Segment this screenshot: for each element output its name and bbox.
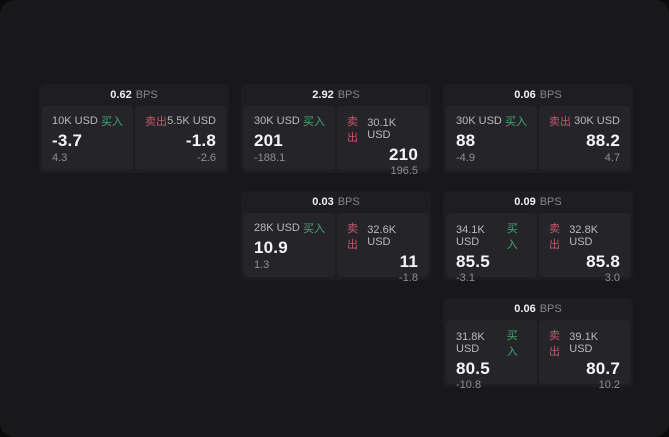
bps-header: 0.06 BPS	[443, 84, 633, 106]
bps-unit-label: BPS	[337, 196, 360, 208]
buy-amount: 34.1K USD	[456, 224, 485, 248]
sell-price: 85.8	[586, 252, 620, 271]
bps-value: 0.06	[514, 89, 536, 101]
sell-amount: 32.6K USD	[367, 224, 397, 248]
sell-side-label: 卖出	[549, 223, 560, 251]
sell-price: 11	[399, 252, 418, 271]
buy-price: 10.9	[254, 237, 288, 257]
buy-quote-tile[interactable]: 34.1K USD 买入 85.5 -3.1	[446, 213, 537, 284]
sell-amount: 39.1K USD	[569, 331, 599, 355]
sell-quote-tile[interactable]: 卖出 32.6K USD 11 -1.8	[337, 213, 428, 284]
sell-delta: 196.5	[390, 165, 418, 177]
buy-price: 80.5	[456, 359, 490, 378]
quote-card: 2.92 BPS 30K USD 买入 201 -188.1 卖出 30.1K …	[241, 84, 431, 177]
sell-quote-tile[interactable]: 卖出 32.8K USD 85.8 3.0	[539, 213, 630, 284]
sell-quote-tile[interactable]: 卖出 5.5K USD -1.8 -2.6	[135, 106, 226, 170]
bps-unit-label: BPS	[539, 303, 562, 315]
sell-price: -1.8	[185, 130, 216, 150]
sell-amount: 30.1K USD	[367, 117, 397, 141]
buy-price: -3.7	[52, 130, 83, 150]
buy-price: 88	[456, 130, 476, 150]
sell-side-label: 卖出	[145, 116, 167, 128]
bps-unit-label: BPS	[337, 89, 360, 101]
sell-side-label: 卖出	[549, 330, 560, 358]
sell-quote-tile[interactable]: 卖出 39.1K USD 80.7 10.2	[539, 320, 630, 391]
bps-header: 0.03 BPS	[241, 191, 431, 213]
buy-quote-tile[interactable]: 10K USD 买入 -3.7 4.3	[42, 106, 133, 170]
sell-quote-tile[interactable]: 卖出 30.1K USD 210 196.5	[337, 106, 428, 177]
sell-quote-tile[interactable]: 卖出 30K USD 88.2 4.7	[539, 106, 630, 170]
bps-unit-label: BPS	[539, 196, 562, 208]
buy-amount: 28K USD	[254, 222, 300, 234]
bps-unit-label: BPS	[135, 89, 158, 101]
buy-quote-tile[interactable]: 28K USD 买入 10.9 1.3	[244, 213, 335, 277]
buy-side-label: 买入	[303, 223, 325, 235]
sell-delta: 10.2	[598, 379, 620, 391]
bps-header: 0.62 BPS	[39, 84, 229, 106]
quote-card: 0.03 BPS 28K USD 买入 10.9 1.3 卖出 32.6K US…	[241, 191, 431, 284]
buy-amount: 10K USD	[52, 115, 98, 127]
quote-card: 0.06 BPS 31.8K USD 买入 80.5 -10.8 卖出 39.1…	[443, 298, 633, 391]
buy-delta: -4.9	[456, 152, 475, 164]
bps-value: 0.06	[514, 303, 536, 315]
buy-delta: -3.1	[456, 272, 475, 284]
buy-price: 201	[254, 130, 283, 150]
bps-value: 2.92	[312, 89, 334, 101]
buy-side-label: 买入	[506, 330, 518, 358]
sell-delta: -2.6	[197, 152, 216, 164]
buy-amount: 30K USD	[254, 115, 300, 127]
buy-quote-tile[interactable]: 31.8K USD 买入 80.5 -10.8	[446, 320, 537, 391]
sell-price: 80.7	[586, 359, 620, 378]
buy-delta: 4.3	[52, 152, 68, 164]
buy-delta: -10.8	[456, 379, 482, 391]
sell-side-label: 卖出	[347, 223, 358, 251]
bps-header: 2.92 BPS	[241, 84, 431, 106]
buy-side-label: 买入	[303, 116, 325, 128]
bps-unit-label: BPS	[539, 89, 562, 101]
sell-delta: -1.8	[399, 272, 418, 284]
bps-header: 0.06 BPS	[443, 298, 633, 320]
buy-delta: 1.3	[254, 259, 270, 271]
bps-header: 0.09 BPS	[443, 191, 633, 213]
sell-amount: 32.8K USD	[569, 224, 599, 248]
buy-side-label: 买入	[506, 223, 518, 251]
buy-side-label: 买入	[505, 116, 527, 128]
sell-delta: 3.0	[604, 272, 620, 284]
sell-side-label: 卖出	[549, 116, 571, 128]
buy-side-label: 买入	[101, 116, 123, 128]
buy-delta: -188.1	[254, 152, 286, 164]
buy-quote-tile[interactable]: 30K USD 买入 201 -188.1	[244, 106, 335, 170]
buy-quote-tile[interactable]: 30K USD 买入 88 -4.9	[446, 106, 537, 170]
quote-card: 0.09 BPS 34.1K USD 买入 85.5 -3.1 卖出 32.8K…	[443, 191, 633, 284]
bps-value: 0.03	[312, 196, 334, 208]
sell-delta: 4.7	[604, 152, 620, 164]
sell-side-label: 卖出	[347, 116, 358, 144]
sell-price: 88.2	[586, 130, 620, 150]
bps-value: 0.62	[110, 89, 132, 101]
buy-amount: 30K USD	[456, 115, 502, 127]
quote-card: 0.62 BPS 10K USD 买入 -3.7 4.3 卖出 5.5K USD	[39, 84, 229, 173]
sell-price: 210	[389, 145, 418, 164]
sell-amount: 5.5K USD	[167, 115, 216, 127]
buy-amount: 31.8K USD	[456, 331, 485, 355]
sell-amount: 30K USD	[574, 115, 620, 127]
buy-price: 85.5	[456, 252, 490, 271]
bps-value: 0.09	[514, 196, 536, 208]
quote-card: 0.06 BPS 30K USD 买入 88 -4.9 卖出 30K USD	[443, 84, 633, 173]
